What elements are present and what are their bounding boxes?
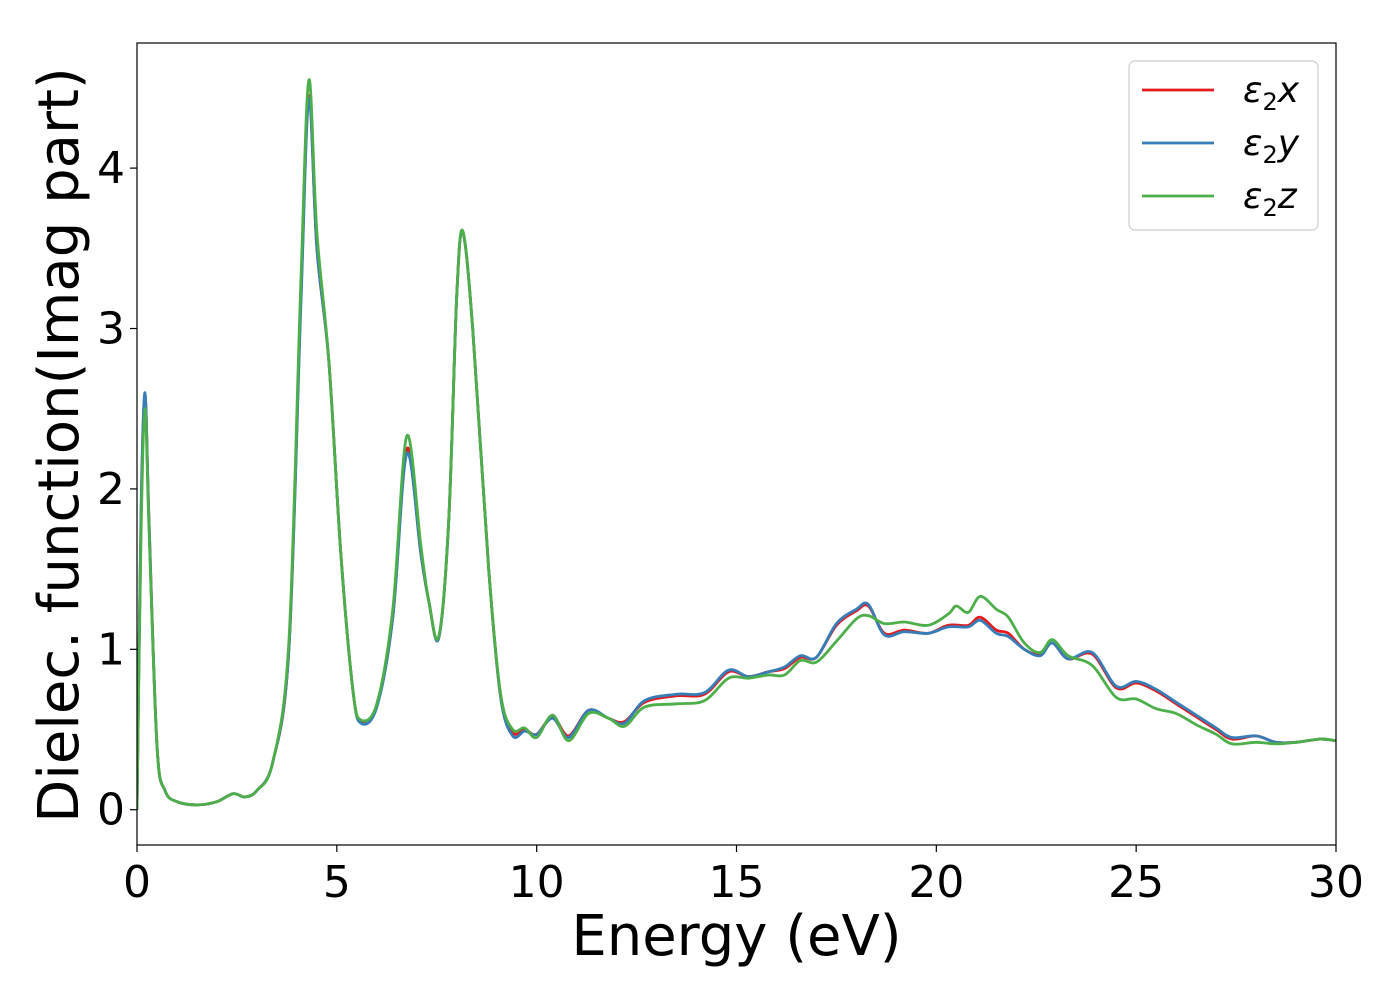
series-line-z [137,78,1336,810]
x-axis: 0 5 10 15 20 25 30 [123,845,1364,908]
y-axis-label: Dielec. function(Imag part) [27,67,92,823]
x-axis-label: Energy (eV) [571,904,901,969]
x-tick-label: 10 [509,857,565,908]
x-tick-label: 30 [1308,857,1364,908]
y-tick-label: 0 [97,785,125,836]
y-axis: 0 1 2 3 4 [97,143,137,836]
y-tick-label: 2 [97,464,125,515]
y-tick-label: 4 [97,143,125,194]
legend-box [1128,60,1319,231]
legend-label-z: ε2z [1243,176,1298,222]
y-tick-label: 3 [97,304,125,355]
legend-label-x: ε2x [1243,70,1300,116]
plot-lines [137,78,1336,810]
legend: ε2x ε2y ε2z [1128,60,1319,231]
x-tick-label: 25 [1108,857,1164,908]
x-tick-label: 5 [323,857,351,908]
legend-label-y: ε2y [1243,123,1300,169]
x-tick-label: 15 [709,857,765,908]
y-tick-label: 1 [97,624,125,675]
x-tick-label: 0 [123,857,151,908]
x-tick-label: 20 [908,857,964,908]
